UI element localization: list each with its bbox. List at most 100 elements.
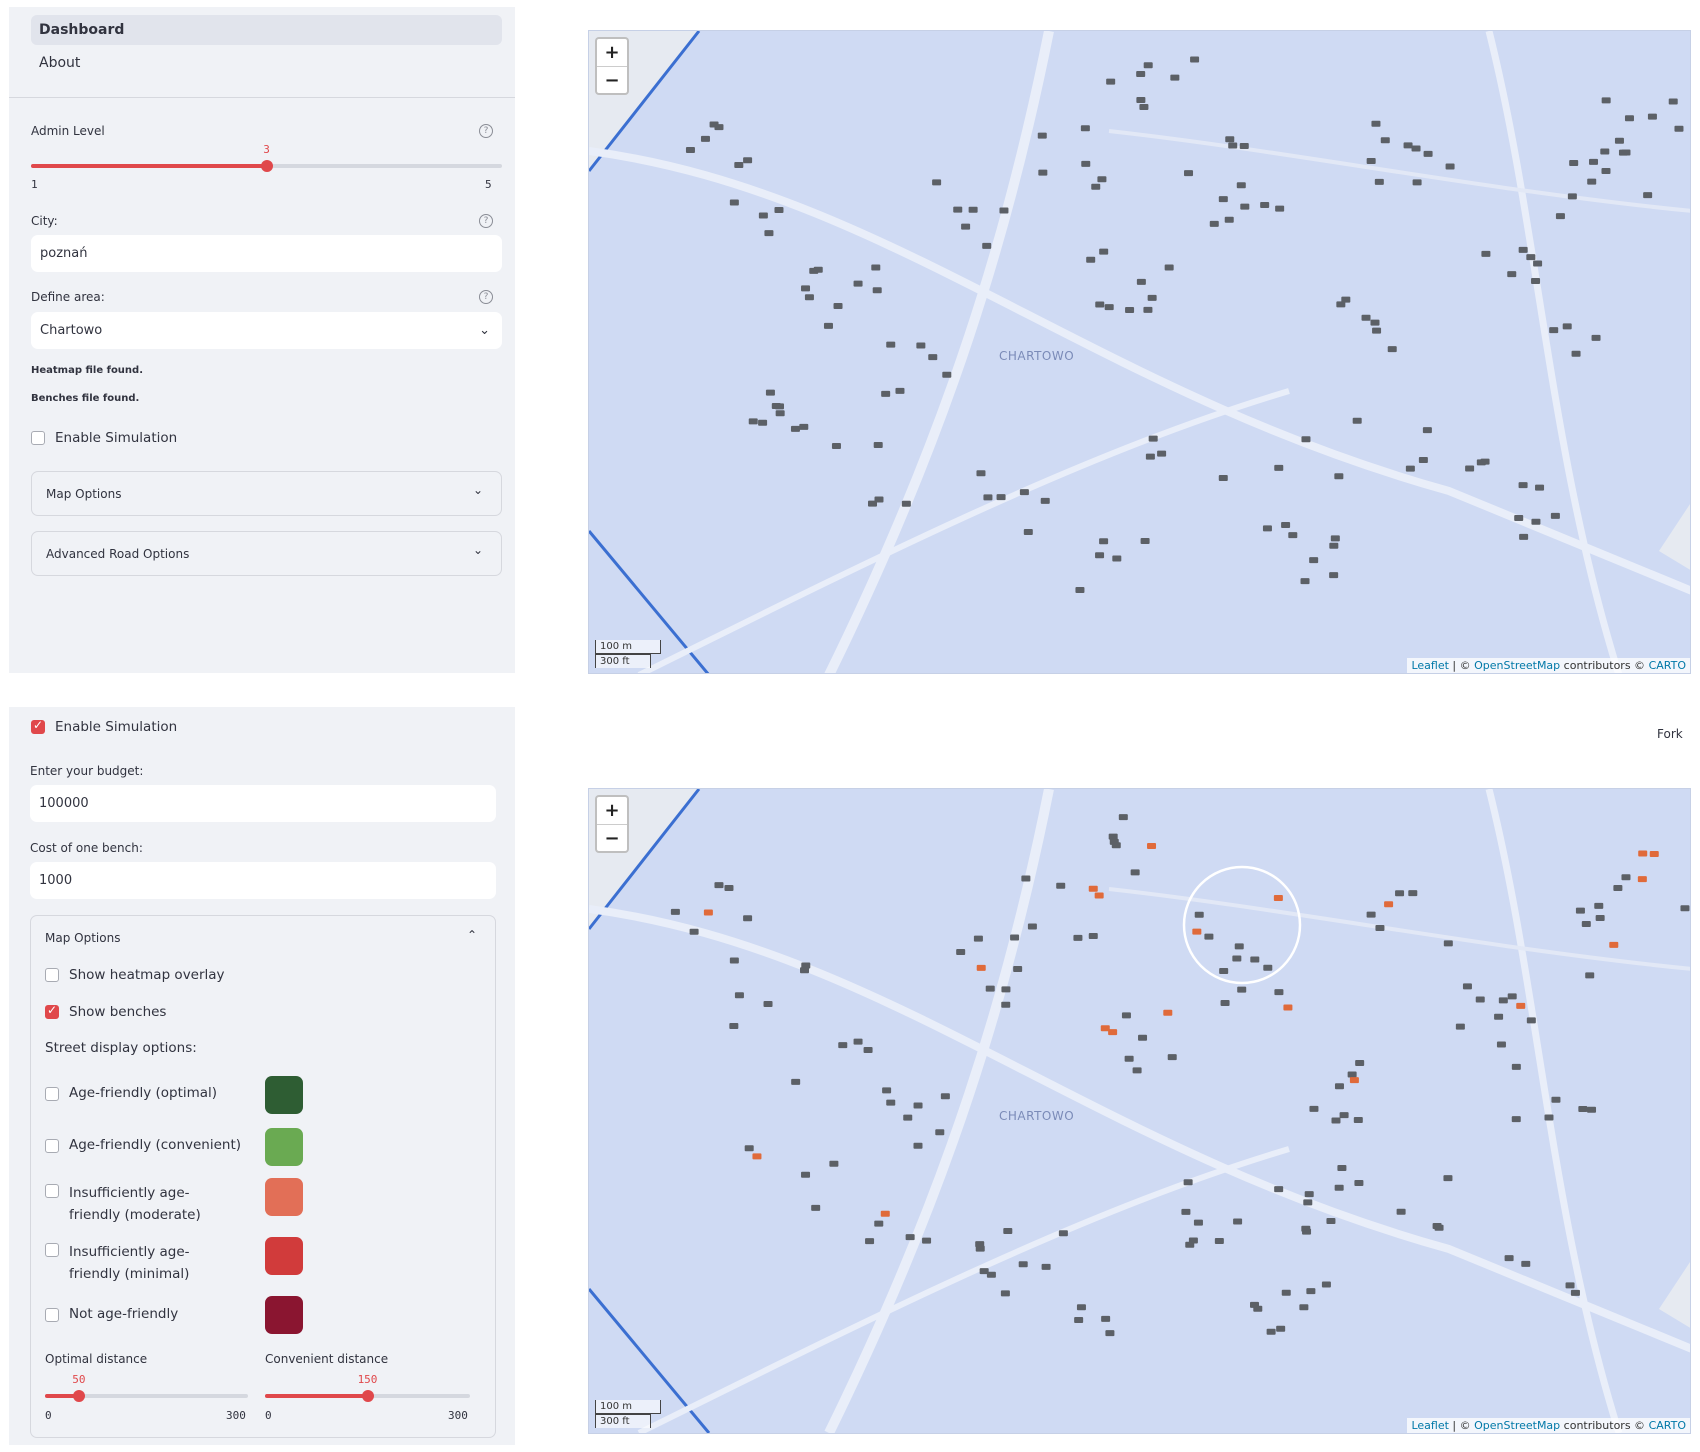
bench-marker[interactable] xyxy=(1370,319,1380,326)
bench-marker[interactable] xyxy=(744,1145,754,1152)
bench-marker[interactable] xyxy=(1080,125,1090,132)
bench-marker[interactable] xyxy=(863,1046,873,1053)
bench-marker[interactable] xyxy=(1220,1000,1230,1007)
bench-marker[interactable] xyxy=(1609,941,1619,948)
bench-marker[interactable] xyxy=(1118,814,1128,821)
bench-marker[interactable] xyxy=(1507,271,1517,278)
bench-marker[interactable] xyxy=(982,242,992,249)
bench-marker[interactable] xyxy=(743,915,753,922)
bench-marker[interactable] xyxy=(1353,1117,1363,1124)
bench-marker[interactable] xyxy=(1232,955,1242,962)
bench-marker[interactable] xyxy=(1347,1071,1357,1078)
bench-marker[interactable] xyxy=(1395,890,1405,897)
bench-marker[interactable] xyxy=(1301,436,1311,443)
optimal-distance-thumb[interactable] xyxy=(72,1390,85,1402)
bench-marker[interactable] xyxy=(1163,1009,1173,1016)
bench-marker[interactable] xyxy=(1276,1325,1286,1332)
bench-marker[interactable] xyxy=(1094,892,1104,899)
bench-marker[interactable] xyxy=(853,1038,863,1045)
bench-marker[interactable] xyxy=(1403,142,1413,149)
bench-marker[interactable] xyxy=(953,206,963,213)
bench-marker[interactable] xyxy=(1349,1077,1359,1084)
bench-marker[interactable] xyxy=(801,1171,811,1178)
bench-marker[interactable] xyxy=(1334,1083,1344,1090)
bench-marker[interactable] xyxy=(801,962,811,969)
bench-marker[interactable] xyxy=(1237,986,1247,993)
carto-link[interactable]: CARTO xyxy=(1648,1419,1686,1432)
zoom-in-button[interactable]: + xyxy=(604,800,620,821)
bench-marker[interactable] xyxy=(1565,1282,1575,1289)
bench-marker[interactable] xyxy=(880,1210,890,1217)
bench-marker[interactable] xyxy=(1095,552,1105,559)
bench-marker[interactable] xyxy=(1001,1001,1011,1008)
bench-marker[interactable] xyxy=(758,419,768,426)
bench-marker[interactable] xyxy=(1331,1117,1341,1124)
show-benches-checkbox[interactable] xyxy=(45,1003,59,1019)
street-moderate-checkbox[interactable] xyxy=(45,1184,59,1198)
bench-marker[interactable] xyxy=(1037,132,1047,139)
bench-marker[interactable] xyxy=(729,199,739,206)
bench-marker[interactable] xyxy=(1498,997,1508,1004)
bench-marker[interactable] xyxy=(1337,1165,1347,1172)
bench-marker[interactable] xyxy=(979,1268,989,1275)
bench-marker[interactable] xyxy=(1518,246,1528,253)
bench-marker[interactable] xyxy=(1475,996,1485,1003)
bench-marker[interactable] xyxy=(872,287,882,294)
bench-marker[interactable] xyxy=(932,179,942,186)
bench-marker[interactable] xyxy=(800,967,810,974)
bench-marker[interactable] xyxy=(973,935,983,942)
bench-marker[interactable] xyxy=(1380,137,1390,144)
bench-marker[interactable] xyxy=(1329,572,1339,579)
enable-simulation-checkbox[interactable] xyxy=(31,431,45,445)
bench-marker[interactable] xyxy=(1000,1290,1010,1297)
bench-marker[interactable] xyxy=(1649,850,1659,857)
bench-marker[interactable] xyxy=(1614,137,1624,144)
bench-marker[interactable] xyxy=(916,342,926,349)
bench-marker[interactable] xyxy=(895,387,905,394)
bench-marker[interactable] xyxy=(1481,250,1491,257)
bench-marker[interactable] xyxy=(1531,518,1541,525)
bench-marker[interactable] xyxy=(942,371,952,378)
bench-marker[interactable] xyxy=(729,957,739,964)
bench-marker[interactable] xyxy=(1130,869,1140,876)
street-not-friendly-checkbox[interactable] xyxy=(45,1308,59,1322)
bench-marker[interactable] xyxy=(1531,278,1541,285)
bench-marker[interactable] xyxy=(871,264,881,271)
bench-marker[interactable] xyxy=(1101,1315,1111,1322)
bench-marker[interactable] xyxy=(1228,142,1238,149)
bench-marker[interactable] xyxy=(1535,484,1545,491)
bench-marker[interactable] xyxy=(1321,1281,1331,1288)
bench-marker[interactable] xyxy=(1108,1029,1118,1036)
bench-marker[interactable] xyxy=(799,423,809,430)
bench-marker[interactable] xyxy=(1507,993,1517,1000)
color-swatch-moderate[interactable] xyxy=(265,1178,303,1216)
bench-marker[interactable] xyxy=(1190,56,1200,63)
bench-marker[interactable] xyxy=(874,1220,884,1227)
bench-marker[interactable] xyxy=(1309,557,1319,564)
bench-marker[interactable] xyxy=(813,266,823,273)
osm-link[interactable]: OpenStreetMap xyxy=(1474,659,1561,672)
bench-marker[interactable] xyxy=(1562,323,1572,330)
bench-marker[interactable] xyxy=(1099,538,1109,545)
bench-marker[interactable] xyxy=(1480,458,1490,465)
bench-marker[interactable] xyxy=(1355,1059,1365,1066)
bench-marker[interactable] xyxy=(1147,843,1157,850)
bench-marker[interactable] xyxy=(1496,1041,1506,1048)
bench-marker[interactable] xyxy=(1375,924,1385,931)
bench-marker[interactable] xyxy=(1519,533,1529,540)
bench-marker[interactable] xyxy=(700,135,710,142)
bench-marker[interactable] xyxy=(1224,216,1234,223)
bench-marker[interactable] xyxy=(838,1042,848,1049)
bench-marker[interactable] xyxy=(1601,168,1611,175)
bench-marker[interactable] xyxy=(1526,1017,1536,1024)
bench-marker[interactable] xyxy=(1336,301,1346,308)
bench-marker[interactable] xyxy=(1341,296,1351,303)
bench-marker[interactable] xyxy=(1125,307,1135,314)
bench-marker[interactable] xyxy=(1613,885,1623,892)
bench-marker[interactable] xyxy=(1621,874,1631,881)
bench-marker[interactable] xyxy=(1443,1175,1453,1182)
bench-marker[interactable] xyxy=(1233,1218,1243,1225)
bench-marker[interactable] xyxy=(1551,1096,1561,1103)
bench-marker[interactable] xyxy=(1300,578,1310,585)
bench-marker[interactable] xyxy=(1432,1223,1442,1230)
